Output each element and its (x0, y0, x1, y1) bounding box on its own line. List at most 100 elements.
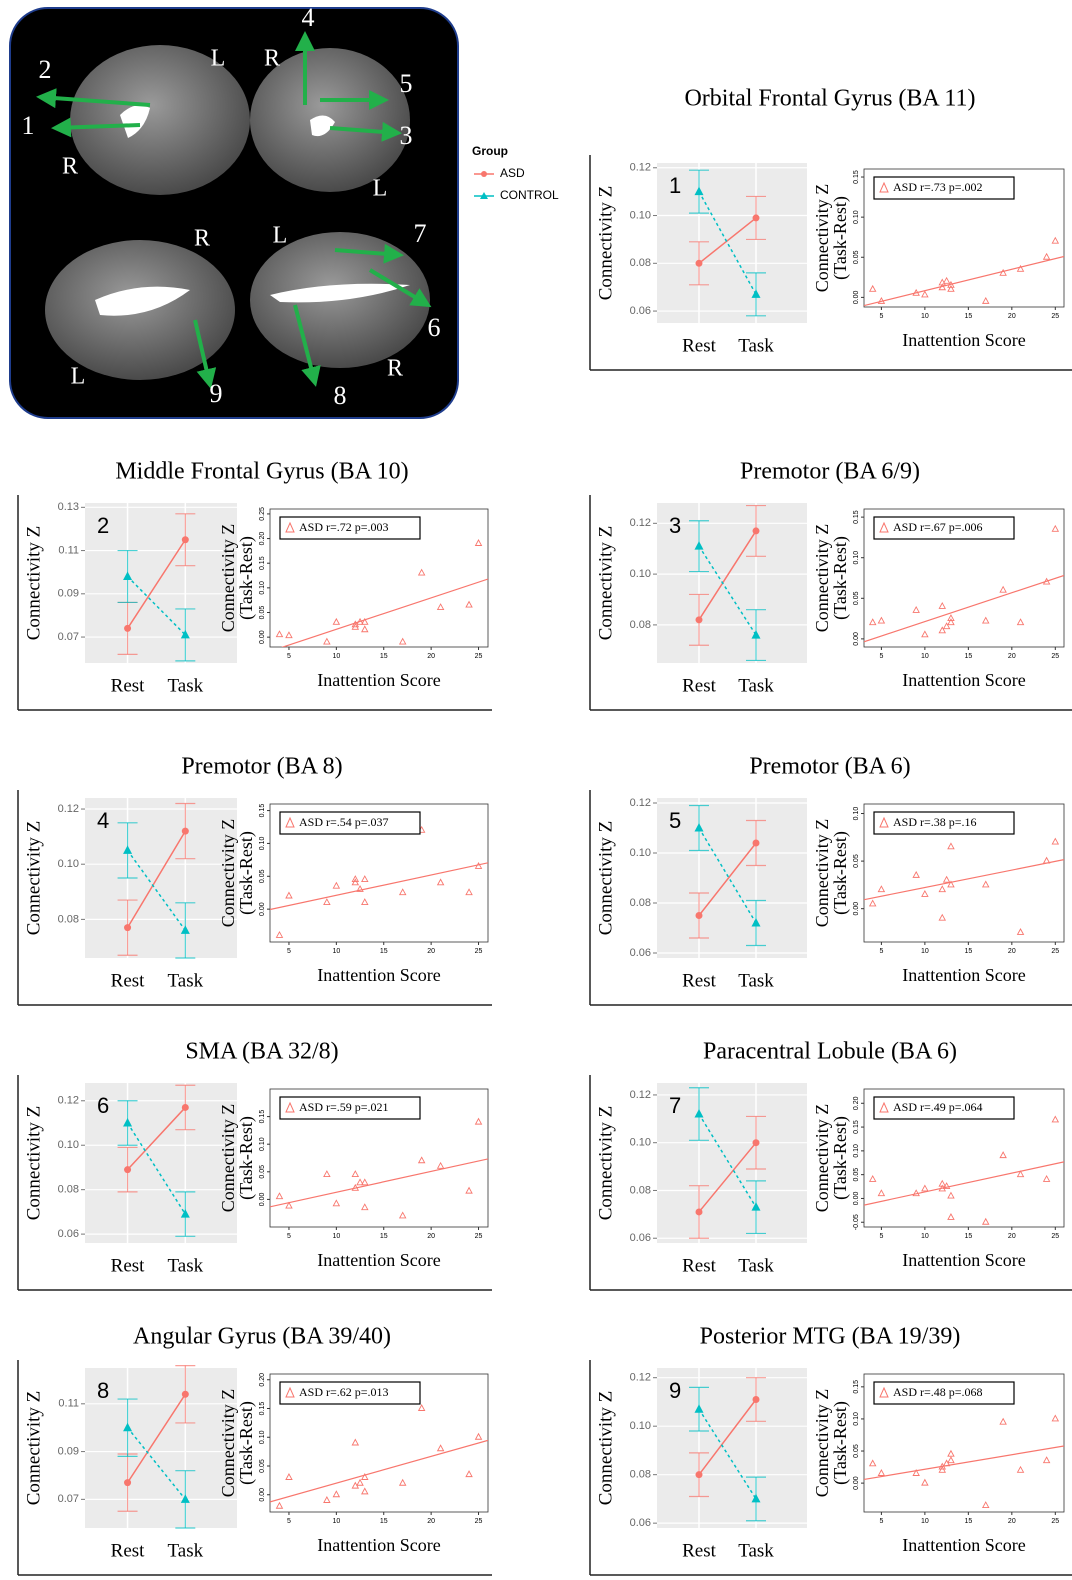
data-point (1051, 837, 1060, 845)
annotation-symbol (879, 816, 889, 828)
annotation-symbol (879, 1386, 889, 1398)
fit-line (270, 862, 488, 911)
data-point (436, 1444, 445, 1452)
data-point (417, 1404, 426, 1411)
data-point (938, 626, 947, 634)
data-point (938, 885, 947, 893)
data-point (123, 1422, 133, 1432)
brain-render (70, 45, 250, 195)
series-line (698, 530, 757, 621)
panel-number: 1 (669, 173, 681, 198)
panel-number: 4 (97, 808, 109, 833)
y-tick-label: 0.08 (630, 897, 651, 909)
y-axis-label: (Task-Rest) (236, 1401, 257, 1485)
annotation-box (873, 516, 1015, 540)
x-tick-label: 25 (475, 1518, 483, 1525)
data-point (947, 842, 955, 850)
annotation: ASD r=.62 p=.013 (299, 1385, 389, 1399)
annotation-symbol (285, 1101, 295, 1113)
panel: SMA (BA 32/8) 0.06 0.08 0.10 0.12 Rest Task Con… (17, 1039, 492, 1291)
x-tick-label: 25 (1051, 1518, 1059, 1525)
data-point (465, 888, 473, 896)
plot-background (85, 1368, 237, 1528)
data-point (695, 1208, 703, 1216)
data-point (868, 284, 877, 292)
y-tick-label: 0.10 (853, 1412, 860, 1426)
data-point (398, 1211, 407, 1219)
y-tick-label: 0.06 (630, 1232, 651, 1244)
x-tick-label: Rest (682, 1255, 717, 1276)
data-point (356, 1178, 364, 1186)
plot-background (85, 1083, 237, 1243)
x-axis-label: Inattention Score (902, 330, 1025, 350)
x-tick-label: 10 (332, 1518, 340, 1525)
data-point (465, 1470, 473, 1478)
y-tick-label: 0.10 (259, 1137, 266, 1151)
x-axis-label: Inattention Score (317, 965, 440, 985)
data-point (981, 296, 990, 304)
x-tick-label: 5 (287, 1518, 291, 1525)
panel-number: 3 (669, 513, 681, 538)
y-tick-label: 0.00 (259, 1488, 266, 1502)
y-tick-label: 0.12 (630, 517, 651, 529)
arrow (368, 268, 432, 308)
region-number: 7 (414, 219, 427, 248)
data-point (351, 622, 360, 630)
data-point (181, 827, 189, 835)
data-point (361, 875, 369, 883)
hemisphere-label: L (71, 364, 86, 390)
panel-title: Orbital Frontal Gyrus (BA 11) (684, 86, 975, 112)
panel-number: 8 (97, 1378, 109, 1403)
fit-line (281, 578, 488, 647)
y-axis-label: Connectivity Z (812, 1104, 832, 1212)
x-tick-label: 15 (964, 1518, 972, 1525)
y-tick-label: 0.10 (853, 210, 860, 224)
series-line (126, 1393, 186, 1484)
panel: Orbital Frontal Gyrus (BA 11) 0.06 0.08 0.1… (589, 86, 1072, 371)
y-tick-label: 0.05 (853, 1444, 860, 1458)
x-tick-label: Rest (682, 970, 717, 991)
data-point (285, 891, 293, 899)
x-tick-label: 5 (879, 1518, 883, 1525)
y-tick-label: 0.10 (630, 568, 651, 580)
region-number: 3 (400, 121, 413, 150)
x-tick-label: Task (738, 1255, 774, 1276)
data-point (921, 1184, 929, 1192)
y-axis-label: (Task-Rest) (830, 1116, 851, 1200)
y-tick-label: 0.08 (58, 913, 79, 925)
series-line (127, 1106, 186, 1171)
data-point (123, 1118, 133, 1127)
x-tick-label: 5 (879, 313, 883, 320)
y-tick-label: 0.10 (853, 551, 860, 565)
y-tick-label: 0.10 (259, 581, 266, 595)
panel: Paracentral Lobule (BA 6) 0.06 0.08 0.10 0.1… (589, 1039, 1072, 1291)
x-tick-label: Task (738, 970, 774, 991)
data-point (752, 839, 760, 847)
y-tick-label: 0.06 (630, 947, 651, 959)
y-axis-label: (Task-Rest) (236, 1116, 257, 1200)
data-point (947, 614, 955, 622)
x-tick-label: 20 (1008, 1518, 1016, 1525)
y-tick-label: 0.00 (259, 902, 266, 916)
data-point (942, 276, 951, 284)
panel-number: 6 (97, 1093, 109, 1118)
annotation-symbol (879, 521, 889, 533)
data-point (275, 1501, 284, 1509)
y-tick-label: 0.10 (259, 837, 266, 851)
x-tick-label: 10 (921, 313, 929, 320)
data-point (942, 622, 951, 630)
annotation-box (873, 1381, 1015, 1405)
y-tick-label: 0.12 (630, 797, 651, 809)
y-tick-label: 0.07 (58, 1493, 79, 1505)
series-line (126, 830, 186, 929)
x-tick-label: 5 (879, 948, 883, 955)
data-point (999, 585, 1007, 593)
x-tick-label: Task (738, 1540, 774, 1561)
data-point (1051, 1414, 1060, 1422)
y-axis-label: (Task-Rest) (830, 536, 851, 620)
data-point (938, 1465, 947, 1473)
x-tick-label: 25 (475, 653, 483, 660)
data-point (999, 268, 1007, 276)
data-point (351, 1438, 360, 1446)
data-point (285, 631, 293, 639)
